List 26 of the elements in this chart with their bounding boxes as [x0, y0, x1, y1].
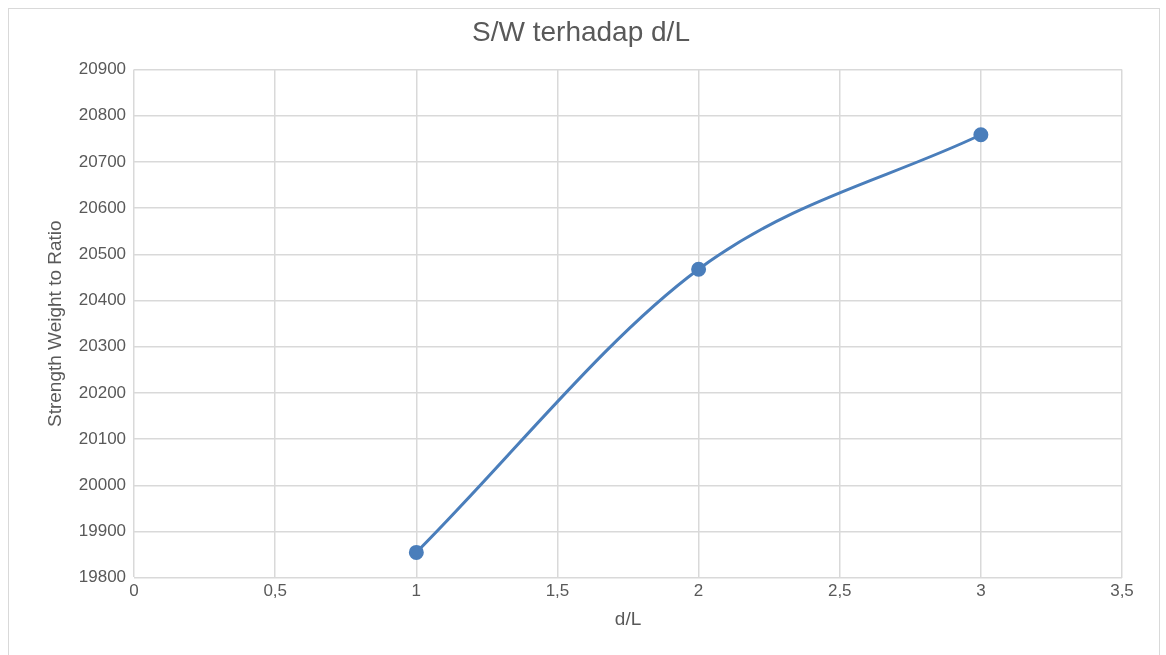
x-axis-title: d/L: [614, 607, 642, 629]
x-tick-label: 2,5: [827, 580, 852, 600]
y-tick-label: 20600: [78, 197, 127, 217]
x-tick-label: 1: [411, 580, 422, 600]
y-tick-label: 20500: [78, 244, 127, 264]
y-tick-label: 19800: [78, 567, 127, 587]
chart-title: S/W terhadap d/L: [472, 15, 690, 47]
y-tick-label: 20800: [78, 105, 127, 125]
x-tick-label: 2: [693, 580, 704, 600]
x-tick-label: 0,5: [263, 580, 288, 600]
y-tick-label: 20400: [78, 290, 127, 310]
point: [691, 261, 707, 277]
x-tick-label: 3: [976, 580, 986, 600]
y-tick-label: 19900: [78, 521, 127, 541]
x-tick-label: 1,5: [545, 580, 570, 600]
y-tick-label: 20900: [78, 59, 127, 79]
y-tick-label: 20700: [78, 151, 127, 171]
point: [973, 127, 989, 143]
x-tick-label: 3,5: [1110, 580, 1134, 600]
y-axis-title: Strength Weight to Ratio: [43, 220, 65, 428]
y-tick-label: 20100: [78, 428, 127, 448]
x-tick-label: 0: [129, 580, 139, 600]
point: [408, 544, 424, 560]
y-tick-label: 20200: [78, 382, 127, 402]
y-tick-label: 20000: [78, 475, 127, 495]
y-tick-label: 20300: [78, 336, 127, 356]
